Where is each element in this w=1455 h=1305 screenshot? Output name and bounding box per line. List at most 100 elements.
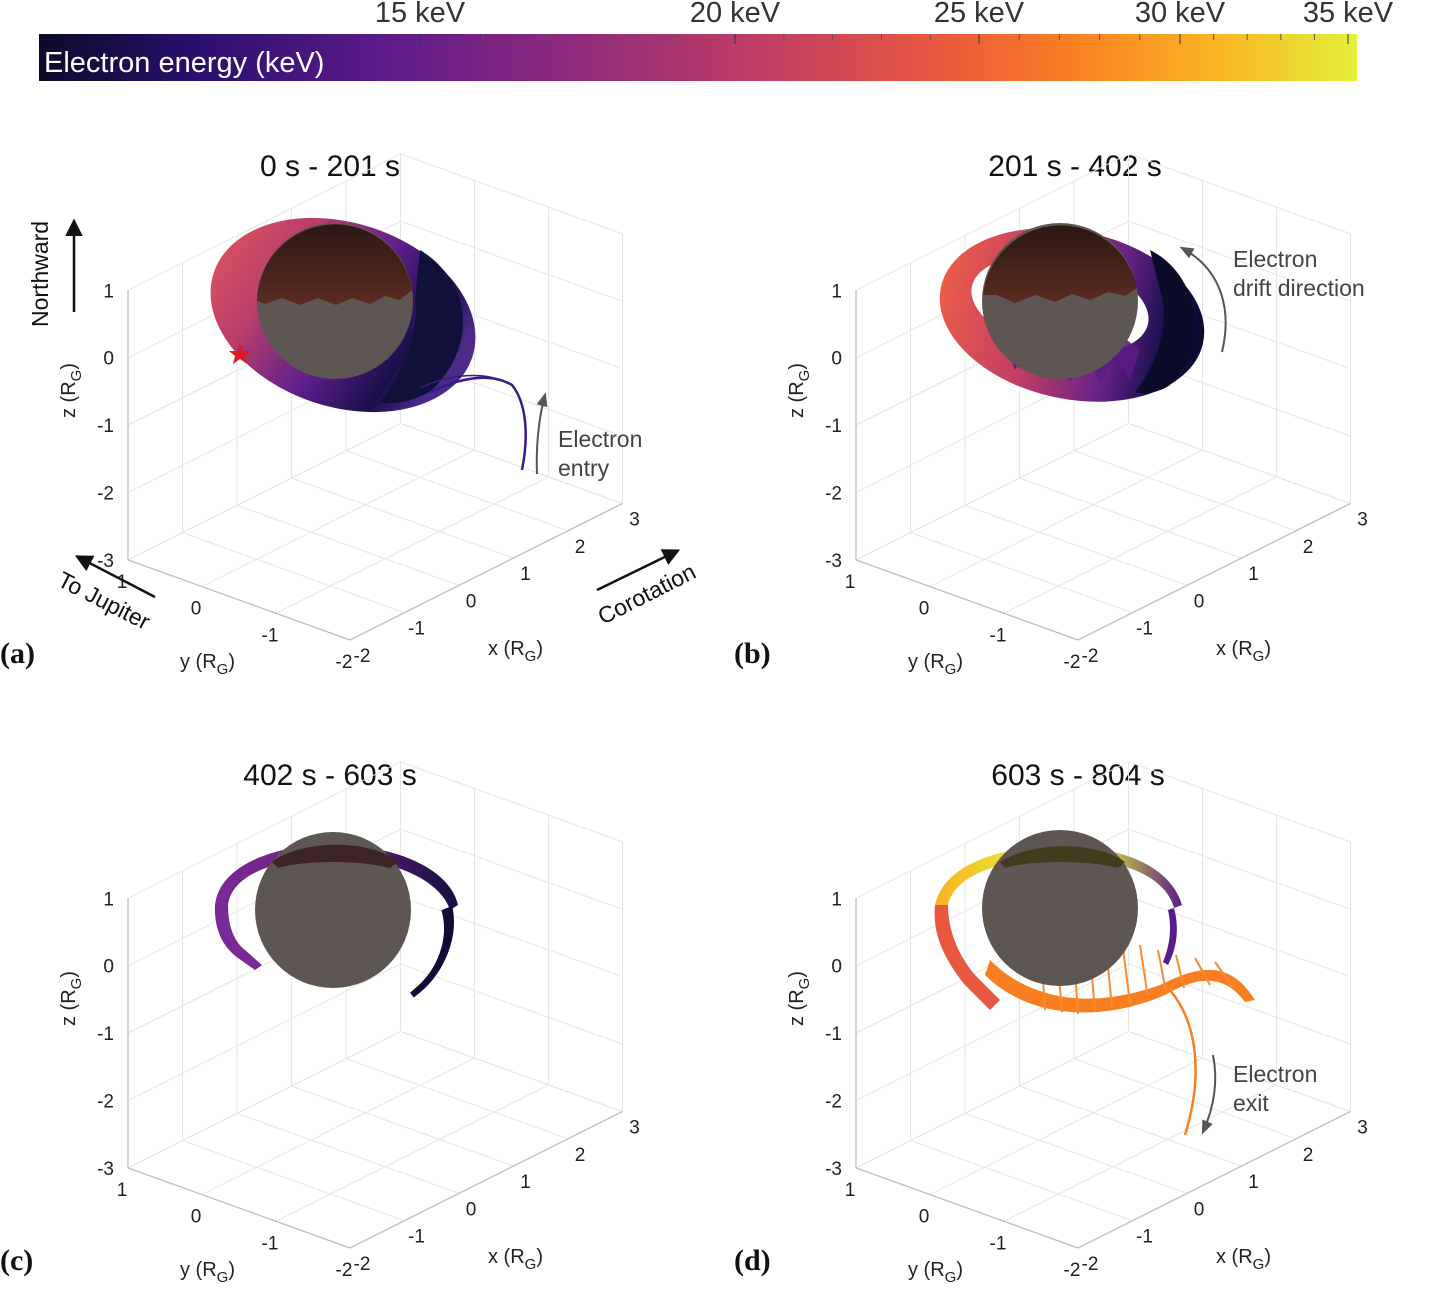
- panel-a-moon-cap: [257, 224, 412, 305]
- y-tick-label: -1: [990, 1233, 1007, 1254]
- grid-line: [1128, 828, 1351, 910]
- z-tick-label: 0: [103, 957, 114, 978]
- grid-line: [1128, 422, 1351, 504]
- panel-c-title: 402 s - 603 s: [243, 759, 416, 792]
- z-axis-label: z (RG): [58, 363, 85, 418]
- panel-a-ring-dark-edge: [380, 250, 463, 404]
- y-tick-label: 1: [117, 1180, 128, 1201]
- grid-line: [929, 1057, 1203, 1196]
- panel-d-moon: [982, 830, 1138, 986]
- panel-c-left-fragment: [214, 905, 262, 970]
- x-tick-label: 0: [466, 1199, 477, 1220]
- entry-arrow-icon: [535, 392, 548, 475]
- panel-d-exit-annotation: Electron exit: [1201, 1054, 1317, 1135]
- grid-line: [1019, 477, 1242, 559]
- grid-line: [400, 761, 623, 843]
- panel-d-moon-cap: [1000, 846, 1125, 868]
- colorbar-tick-20: 20 keV: [690, 0, 781, 29]
- z-tick-label: -1: [97, 1024, 114, 1045]
- z-axis-label: z (RG): [58, 971, 85, 1026]
- y-axis-line: [855, 559, 1079, 641]
- grid-line: [291, 477, 514, 559]
- z-tick-label: -3: [825, 1159, 842, 1180]
- z-tick-label: -1: [825, 416, 842, 437]
- panel-c: 402 s - 603 s 1 0 -1 -2 -3 -2 -1 0 1 -2 -1 0 1 2 3 z (R…: [0, 759, 640, 1286]
- entry-label-line2: entry: [558, 455, 610, 481]
- grid-line: [855, 1030, 1129, 1169]
- grid-line: [127, 422, 401, 561]
- to-jupiter-label: To Jupiter: [54, 566, 155, 635]
- grid-line: [1128, 963, 1351, 1045]
- x-axis-line: [349, 502, 623, 641]
- panel-a-title: 0 s - 201 s: [260, 150, 400, 183]
- grid-line: [345, 450, 569, 532]
- x-tick-label: -2: [354, 646, 371, 667]
- x-axis-line: [1077, 502, 1351, 641]
- z-tick-label: 0: [831, 349, 842, 370]
- y-axis-line: [855, 1167, 1079, 1249]
- grid-line: [964, 504, 1188, 586]
- y-tick-label: -1: [262, 625, 279, 646]
- z-tick-label: 0: [103, 349, 114, 370]
- x-tick-label: 0: [466, 591, 477, 612]
- z-tick-label: 1: [831, 281, 842, 302]
- grid-line: [910, 1140, 1133, 1222]
- grid-line: [400, 153, 623, 235]
- panel-d-left-fragments: [934, 905, 1000, 1010]
- z-tick-label: 1: [831, 889, 842, 910]
- z-tick-label: -3: [97, 1159, 114, 1180]
- y-tick-label: 0: [919, 599, 930, 620]
- grid-line: [201, 449, 475, 588]
- grid-line: [1128, 220, 1351, 302]
- panel-a-northward-annotation: Northward: [27, 218, 83, 327]
- y-tick-label: -1: [990, 625, 1007, 646]
- exit-arrow-icon: [1201, 1054, 1217, 1135]
- y-tick-label: -2: [1064, 1260, 1081, 1281]
- z-tick-label: -1: [825, 1024, 842, 1045]
- grid-line: [855, 422, 1129, 561]
- panel-a-entry-annotation: Electron entry: [535, 392, 642, 481]
- colorbar: Electron energy (keV) 15 keV 20 keV 25 k…: [39, 0, 1394, 81]
- grid-line: [1128, 896, 1351, 978]
- panel-b: 201 s - 402 s 1 0 -1 -2 -3 -2 -1 0 1 -2 -1 0 1 2 3 z (R…: [734, 150, 1368, 678]
- panel-a-corotation-annotation: Corotation: [593, 549, 700, 629]
- entry-label-line1: Electron: [558, 426, 642, 452]
- grid-line: [127, 153, 401, 291]
- x-tick-label: -1: [1136, 619, 1153, 640]
- x-tick-label: 0: [1194, 1199, 1205, 1220]
- y-axis-label: y (RG): [180, 1259, 235, 1286]
- grid-line: [236, 1112, 460, 1194]
- x-tick-label: 1: [520, 1172, 531, 1193]
- z-axis-label: z (RG): [786, 971, 813, 1026]
- y-tick-label: -1: [262, 1233, 279, 1254]
- panel-c-right-fragment: [410, 905, 454, 998]
- grid-line: [236, 504, 460, 586]
- z-tick-label: -2: [97, 1092, 114, 1113]
- grid-line: [1073, 450, 1297, 532]
- grid-line: [275, 476, 549, 614]
- panel-d-streamers: [985, 960, 1255, 1013]
- x-axis-label: x (RG): [1216, 1246, 1271, 1273]
- grid-line: [291, 1085, 514, 1167]
- x-tick-label: -2: [354, 1254, 371, 1275]
- grid-line: [1128, 153, 1351, 235]
- grid-line: [964, 1112, 1188, 1194]
- x-tick-label: -1: [408, 1227, 425, 1248]
- panel-b-moon-cap: [983, 225, 1137, 303]
- z-tick-label: -2: [825, 1092, 842, 1113]
- z-tick-label: 1: [103, 889, 114, 910]
- y-tick-label: -2: [336, 652, 353, 673]
- grid-line: [1003, 476, 1277, 614]
- drift-arrow-icon: [1179, 246, 1227, 353]
- panel-d-label: (d): [734, 1244, 771, 1277]
- y-axis-label: y (RG): [180, 651, 235, 678]
- panel-a-entry-streamline: [429, 376, 527, 471]
- y-tick-label: 0: [191, 1207, 202, 1228]
- grid-line: [345, 1058, 569, 1140]
- panel-c-moon: [255, 832, 411, 988]
- corotation-arrow-icon: [596, 549, 681, 592]
- exit-label-line1: Electron: [1233, 1061, 1317, 1087]
- z-axis-label: z (RG): [786, 363, 813, 418]
